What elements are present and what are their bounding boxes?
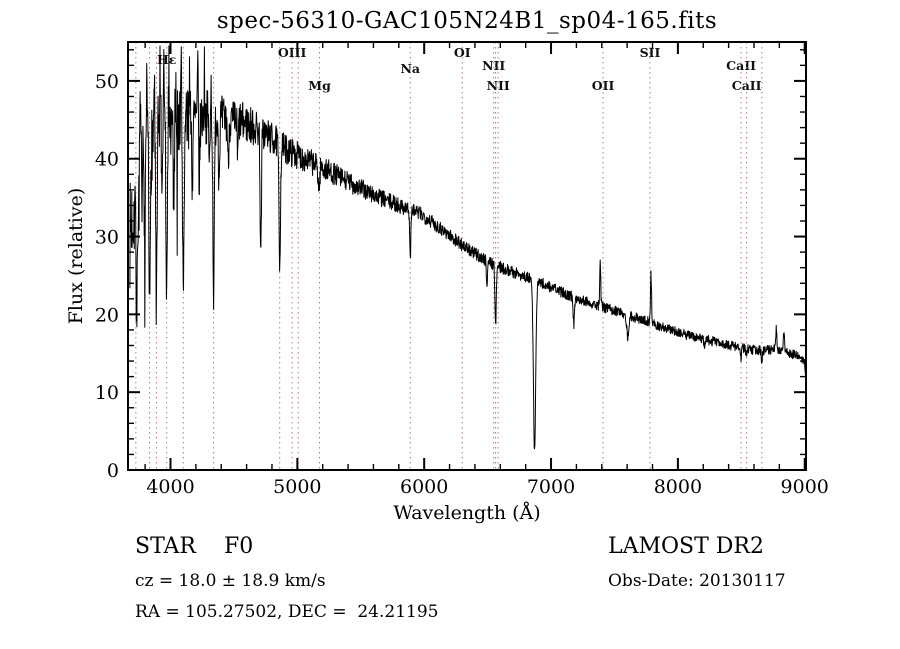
spectral-line-markers: Hε OIII Mg Na OI NII NII OII SII CaII CaII xyxy=(135,42,763,470)
tick-label: 9000 xyxy=(781,476,829,498)
tick-label: 10 xyxy=(95,382,119,404)
spectral-line-label: Na xyxy=(400,61,420,76)
tick-label: 40 xyxy=(95,149,119,171)
tick-label: 6000 xyxy=(400,476,448,498)
spectral-line-label: SII xyxy=(640,45,661,60)
tick-label: 0 xyxy=(107,460,119,482)
tick-label: 50 xyxy=(95,71,119,93)
spectral-line-label: Hε xyxy=(157,52,176,67)
obs-date-value: Obs-Date: 20130117 xyxy=(608,571,786,591)
tick-label: 30 xyxy=(95,227,119,249)
spectral-line-label: CaII xyxy=(732,78,762,93)
x-axis-label: Wavelength (Å) xyxy=(393,502,541,524)
ra-dec-value: RA = 105.27502, DEC = 24.21195 xyxy=(135,602,439,622)
spectral-line-label: CaII xyxy=(726,58,756,73)
spectral-line-label: OIII xyxy=(278,45,307,60)
axes: 4000 5000 6000 7000 8000 9000 0 10 20 30 40 50 xyxy=(95,41,829,498)
plot-title: spec-56310-GAC105N24B1_sp04-165.fits xyxy=(216,8,718,34)
spectral-line-label: OII xyxy=(592,78,615,93)
spectrum-trace xyxy=(129,45,807,450)
tick-label: 20 xyxy=(95,304,119,326)
y-axis-label: Flux (relative) xyxy=(65,187,87,325)
tick-label: 8000 xyxy=(654,476,702,498)
tick-label: 4000 xyxy=(146,476,194,498)
spectral-line-label: OI xyxy=(454,45,471,60)
survey-label: LAMOST DR2 xyxy=(608,534,764,559)
object-class-label: STAR F0 xyxy=(135,534,254,559)
tick-label: 5000 xyxy=(273,476,321,498)
spectral-line-label: Mg xyxy=(308,78,331,93)
spectral-line-label: NII xyxy=(482,58,505,73)
spectrum-plot: Hε OIII Mg Na OI NII NII OII SII CaII CaII 4000 5000… xyxy=(95,41,829,498)
cz-value: cz = 18.0 ± 18.9 km/s xyxy=(135,571,326,591)
tick-label: 7000 xyxy=(527,476,575,498)
spectral-line-label: NII xyxy=(487,78,510,93)
